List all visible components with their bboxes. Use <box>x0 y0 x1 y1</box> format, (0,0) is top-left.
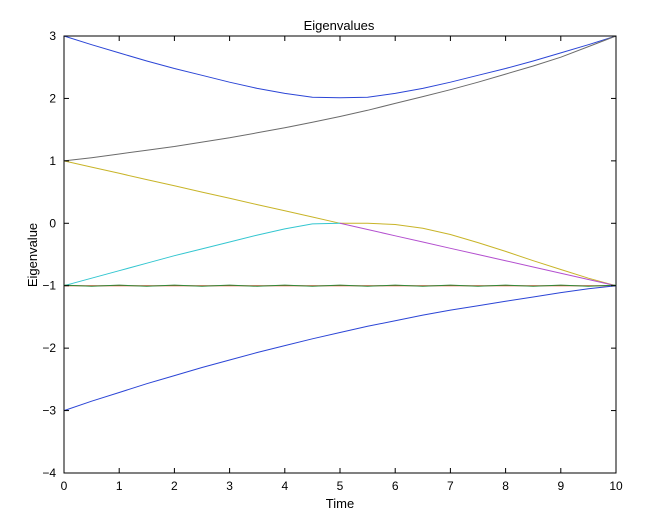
y-axis-label: Eigenvalue <box>25 223 40 287</box>
series-line-7 <box>63 284 617 287</box>
x-tick-label: 9 <box>557 479 564 493</box>
x-tick-label: 1 <box>116 479 123 493</box>
series-line-2 <box>63 35 617 162</box>
x-tick-label: 4 <box>281 479 288 493</box>
y-tick-label: −1 <box>42 279 56 293</box>
series-line-5 <box>63 222 341 287</box>
series-line-1 <box>63 35 617 99</box>
x-tick-label: 8 <box>502 479 509 493</box>
x-tick-label: 3 <box>226 479 233 493</box>
series-line-4 <box>339 222 617 287</box>
y-tick-label: 0 <box>49 216 56 230</box>
plot-area <box>63 35 617 474</box>
y-tick-label: −3 <box>42 404 56 418</box>
x-tick-label: 2 <box>171 479 178 493</box>
series-group <box>63 35 617 412</box>
x-tick-label: 5 <box>337 479 344 493</box>
y-tick-label: −4 <box>42 466 56 480</box>
y-axis: −4 −3 −2 −1 0 1 2 3 <box>42 29 616 480</box>
x-tick-label: 10 <box>609 479 623 493</box>
y-tick-label: −2 <box>42 341 56 355</box>
series-line-8 <box>63 285 617 412</box>
x-tick-label: 0 <box>61 479 68 493</box>
y-tick-label: 1 <box>49 154 56 168</box>
chart-title: Eigenvalues <box>304 18 375 33</box>
x-axis-label: Time <box>326 496 354 511</box>
y-tick-label: 3 <box>49 29 56 43</box>
y-tick-label: 2 <box>49 91 56 105</box>
x-tick-label: 6 <box>392 479 399 493</box>
x-axis: 0 1 2 3 4 5 6 7 8 9 10 <box>61 36 623 493</box>
x-tick-label: 7 <box>447 479 454 493</box>
